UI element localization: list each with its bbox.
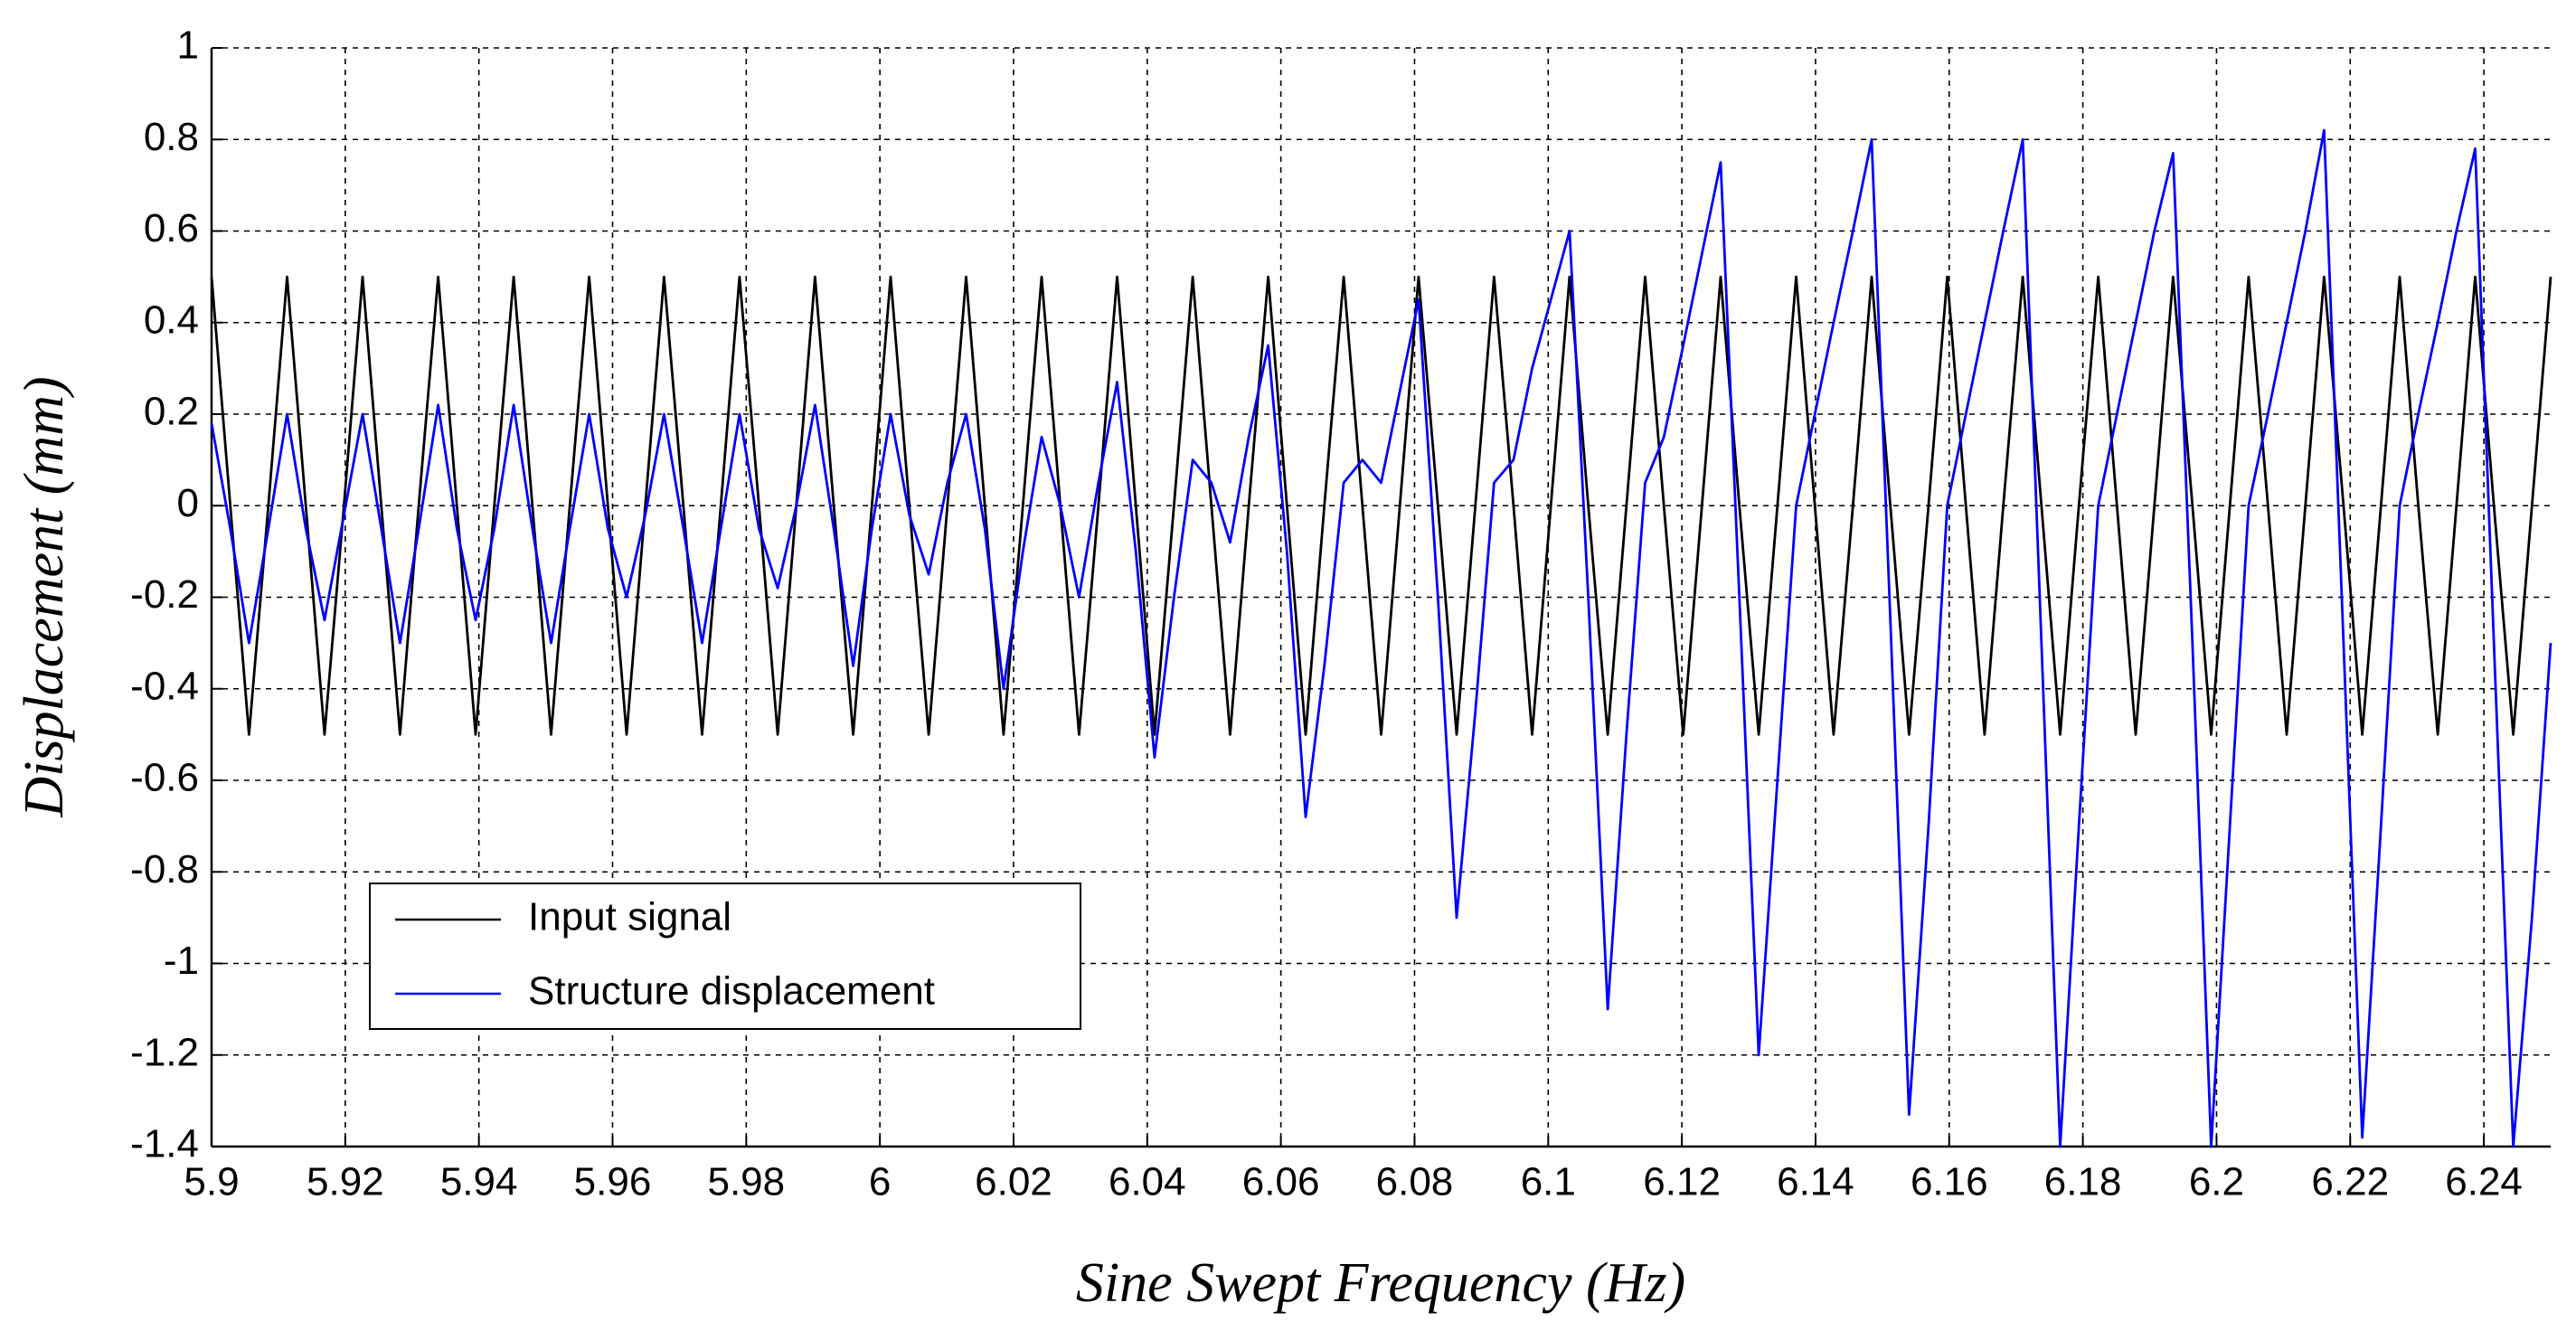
x-tick-label: 5.92	[307, 1160, 384, 1204]
y-tick-label: -0.8	[130, 847, 199, 892]
y-tick-label: 0.6	[144, 206, 199, 250]
y-tick-label: -0.2	[130, 572, 199, 617]
y-tick-label: 1	[177, 24, 199, 68]
x-tick-label: 6.14	[1777, 1160, 1854, 1204]
legend-label: Structure displacement	[528, 969, 935, 1014]
y-tick-label: 0.4	[144, 297, 199, 342]
x-tick-label: 6.1	[1521, 1160, 1576, 1204]
y-tick-label: 0	[177, 481, 199, 525]
x-tick-label: 6.22	[2311, 1160, 2389, 1204]
x-tick-label: 5.98	[707, 1160, 785, 1204]
x-tick-label: 6.02	[975, 1160, 1052, 1204]
x-axis-label: Sine Swept Frequency (Hz)	[1076, 1252, 1685, 1314]
y-tick-label: -1	[164, 939, 199, 983]
x-tick-label: 6.08	[1376, 1160, 1454, 1204]
y-tick-label: -1.4	[130, 1122, 199, 1166]
x-tick-label: 6.06	[1242, 1160, 1320, 1204]
legend-box	[369, 883, 1081, 1030]
x-tick-label: 5.96	[574, 1160, 652, 1204]
x-tick-label: 5.9	[184, 1160, 239, 1204]
x-tick-label: 6.18	[2044, 1160, 2122, 1204]
x-tick-label: 6.04	[1109, 1160, 1186, 1204]
x-tick-label: 6.2	[2189, 1160, 2244, 1204]
x-tick-label: 5.94	[440, 1160, 518, 1204]
series-line	[210, 275, 2552, 736]
x-tick-label: 6.16	[1911, 1160, 1988, 1204]
y-tick-label: 0.2	[144, 390, 199, 434]
legend-label: Input signal	[528, 895, 731, 939]
x-tick-label: 6.12	[1643, 1160, 1721, 1204]
y-tick-label: -1.2	[130, 1030, 199, 1074]
x-tick-label: 6.24	[2445, 1160, 2523, 1204]
y-tick-label: 0.8	[144, 115, 199, 159]
legend: Input signal Structure displacement	[369, 883, 1081, 1030]
x-tick-label: 6	[869, 1160, 891, 1204]
series-line	[210, 128, 2552, 1148]
y-tick-label: -0.6	[130, 756, 199, 800]
y-tick-label: -0.4	[130, 664, 199, 708]
y-axis-label: Displacement (mm)	[14, 376, 75, 817]
